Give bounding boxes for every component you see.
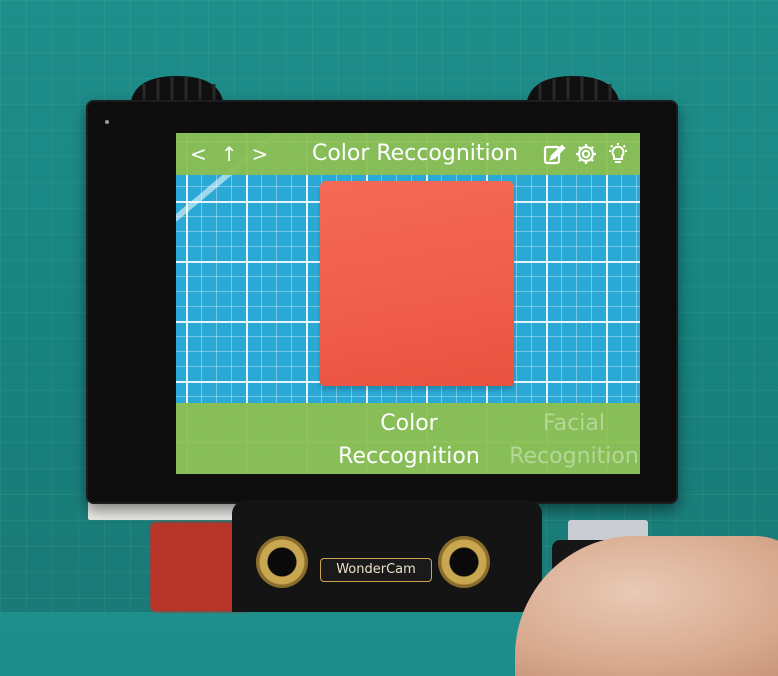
brand-label: WonderCam	[320, 558, 432, 582]
red-color-block	[320, 181, 514, 386]
forward-icon[interactable]: >	[251, 142, 269, 166]
mode-next-line1: Facial	[543, 411, 605, 436]
mode-color-recognition[interactable]: Color Reccognition	[324, 407, 494, 473]
edit-icon[interactable]	[542, 142, 566, 166]
mode-active-line2: Reccognition	[338, 444, 480, 469]
top-bar: < ↑ > Color Reccognition	[176, 133, 640, 175]
bezel-dot	[105, 120, 109, 124]
mounting-hole-left	[256, 536, 308, 588]
mode-facial-recognition[interactable]: Facial Recognition	[494, 407, 640, 473]
lightbulb-icon[interactable]	[606, 142, 630, 166]
mounting-hole-right	[438, 536, 490, 588]
up-arrow-icon[interactable]: ↑	[220, 142, 238, 166]
gear-icon[interactable]	[574, 142, 598, 166]
white-strip	[88, 500, 238, 520]
toolbar	[542, 142, 630, 166]
mode-next-line2: Recognition	[509, 444, 639, 469]
mode-selector-bar: Color Reccognition Facial Recognition	[176, 403, 640, 474]
back-icon[interactable]: <	[190, 142, 207, 166]
page-title: Color Reccognition	[311, 141, 519, 166]
nav-group: < ↑ >	[190, 141, 268, 167]
lcd-screen: < ↑ > Color Reccognition	[176, 133, 640, 474]
mode-active-line1: Color	[380, 411, 438, 436]
